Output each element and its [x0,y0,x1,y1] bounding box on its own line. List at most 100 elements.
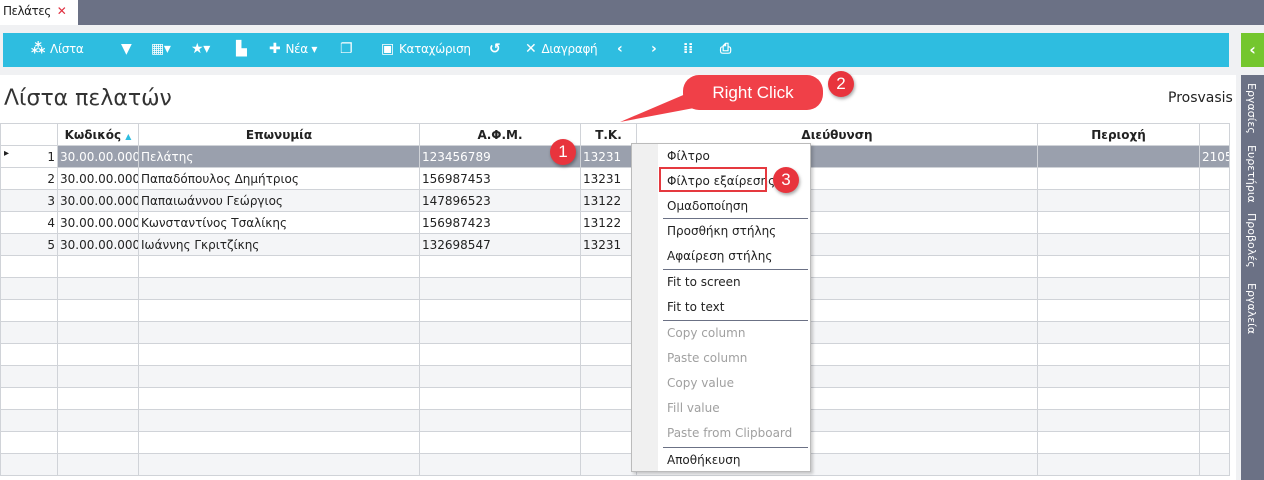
menu-item[interactable]: Paste column [667,351,748,365]
column-header[interactable] [1199,123,1230,146]
table-row[interactable]: 3 30.00.00.000 Παπαιωάννου Γεώργιος 1478965… [0,189,1230,212]
table-cell[interactable] [580,409,637,432]
table-cell[interactable]: 2105 [1199,145,1230,168]
table-cell[interactable] [57,299,139,322]
table-cell[interactable] [0,387,58,410]
menu-item[interactable]: Προσθήκη στήλης [667,224,777,238]
table-cell[interactable] [419,255,581,278]
table-cell[interactable] [138,453,420,476]
table-cell[interactable] [419,453,581,476]
table-cell[interactable] [57,255,139,278]
table-cell[interactable] [1199,277,1230,300]
table-cell[interactable] [138,255,420,278]
menu-item[interactable]: Αποθήκευση [667,453,741,467]
table-cell[interactable]: Ιωάννης Γκριτζίκης [138,233,420,256]
table-cell[interactable] [1199,453,1230,476]
table-cell[interactable] [1037,365,1200,388]
menu-item[interactable]: Αφαίρεση στήλης [667,249,773,263]
table-cell[interactable] [419,299,581,322]
table-cell[interactable] [419,321,581,344]
table-cell[interactable]: 30.00.00.000 [57,233,139,256]
menu-item[interactable]: Fit to text [667,300,725,314]
table-cell[interactable] [138,343,420,366]
table-row[interactable] [0,409,1230,432]
table-row[interactable] [0,365,1230,388]
table-row[interactable] [0,387,1230,410]
table-cell[interactable] [580,343,637,366]
menu-item[interactable]: Φίλτρο [667,149,710,163]
menu-item[interactable]: Fit to screen [667,275,741,289]
table-cell[interactable]: Παπαδόπουλος Δημήτριος [138,167,420,190]
columns-icon[interactable]: ▦▾ [151,41,171,57]
table-cell[interactable] [1037,233,1200,256]
table-cell[interactable] [1037,409,1200,432]
column-header[interactable]: Τ.Κ. [580,123,637,146]
table-cell[interactable] [138,299,420,322]
menu-item[interactable]: Φίλτρο εξαίρεσης [667,174,776,188]
table-row[interactable] [0,453,1230,476]
table-cell[interactable]: 147896523 [419,189,581,212]
tab-customers[interactable]: Πελάτες ✕ [0,0,78,25]
column-header[interactable]: Περιοχή [1037,123,1200,146]
table-cell[interactable] [1037,299,1200,322]
side-tab-indexes[interactable]: Ευρετήρια [1245,145,1258,203]
open-file-icon[interactable]: ▙ [236,41,247,57]
star-icon[interactable]: ★▾ [191,41,210,57]
side-tab-views[interactable]: Προβολές [1245,213,1258,268]
table-cell[interactable] [0,321,58,344]
column-header[interactable]: Κωδικός ▲ [57,123,139,146]
table-cell[interactable]: Κωνσταντίνος Τσαλίκης [138,211,420,234]
table-row[interactable] [0,431,1230,454]
table-cell[interactable]: 13122 [580,189,637,212]
table-cell[interactable] [1037,145,1200,168]
table-cell[interactable] [1199,211,1230,234]
table-cell[interactable] [580,277,637,300]
table-cell[interactable] [1199,255,1230,278]
table-cell[interactable] [1199,321,1230,344]
table-cell[interactable] [0,277,58,300]
table-cell[interactable] [0,431,58,454]
grid-icon[interactable]: ⁞⁞ [683,41,694,57]
table-cell[interactable]: 4 [0,211,58,234]
table-cell[interactable] [138,409,420,432]
table-cell[interactable]: 5 [0,233,58,256]
table-cell[interactable] [57,453,139,476]
menu-item[interactable]: Ομαδοποίηση [667,199,749,213]
table-cell[interactable] [0,255,58,278]
table-cell[interactable]: 1 [0,145,58,168]
table-cell[interactable]: 30.00.00.000 [57,211,139,234]
table-cell[interactable] [0,299,58,322]
column-header[interactable]: Επωνυμία [138,123,420,146]
table-cell[interactable] [580,299,637,322]
table-cell[interactable] [1037,431,1200,454]
table-cell[interactable] [1037,167,1200,190]
table-cell[interactable] [1199,387,1230,410]
table-cell[interactable]: 2 [0,167,58,190]
filter-icon[interactable]: ▼ [121,41,132,57]
table-cell[interactable] [419,343,581,366]
table-cell[interactable] [57,277,139,300]
prev-icon[interactable]: ‹ [617,41,623,57]
table-cell[interactable] [1199,431,1230,454]
close-icon[interactable]: ✕ [56,4,67,18]
table-cell[interactable] [0,453,58,476]
table-cell[interactable] [1199,233,1230,256]
print-icon[interactable]: ⎙ [720,41,731,57]
table-cell[interactable] [0,343,58,366]
table-cell[interactable] [138,431,420,454]
table-cell[interactable] [419,431,581,454]
table-cell[interactable] [419,277,581,300]
table-row[interactable] [0,321,1230,344]
table-cell[interactable] [138,277,420,300]
menu-item[interactable]: Fill value [667,401,720,415]
table-cell[interactable] [57,321,139,344]
table-row[interactable] [0,299,1230,322]
table-cell[interactable] [1037,189,1200,212]
table-cell[interactable] [138,365,420,388]
table-cell[interactable]: 132698547 [419,233,581,256]
table-cell[interactable] [580,431,637,454]
table-cell[interactable] [0,409,58,432]
table-row[interactable] [0,277,1230,300]
table-cell[interactable] [1037,453,1200,476]
table-cell[interactable] [1199,409,1230,432]
